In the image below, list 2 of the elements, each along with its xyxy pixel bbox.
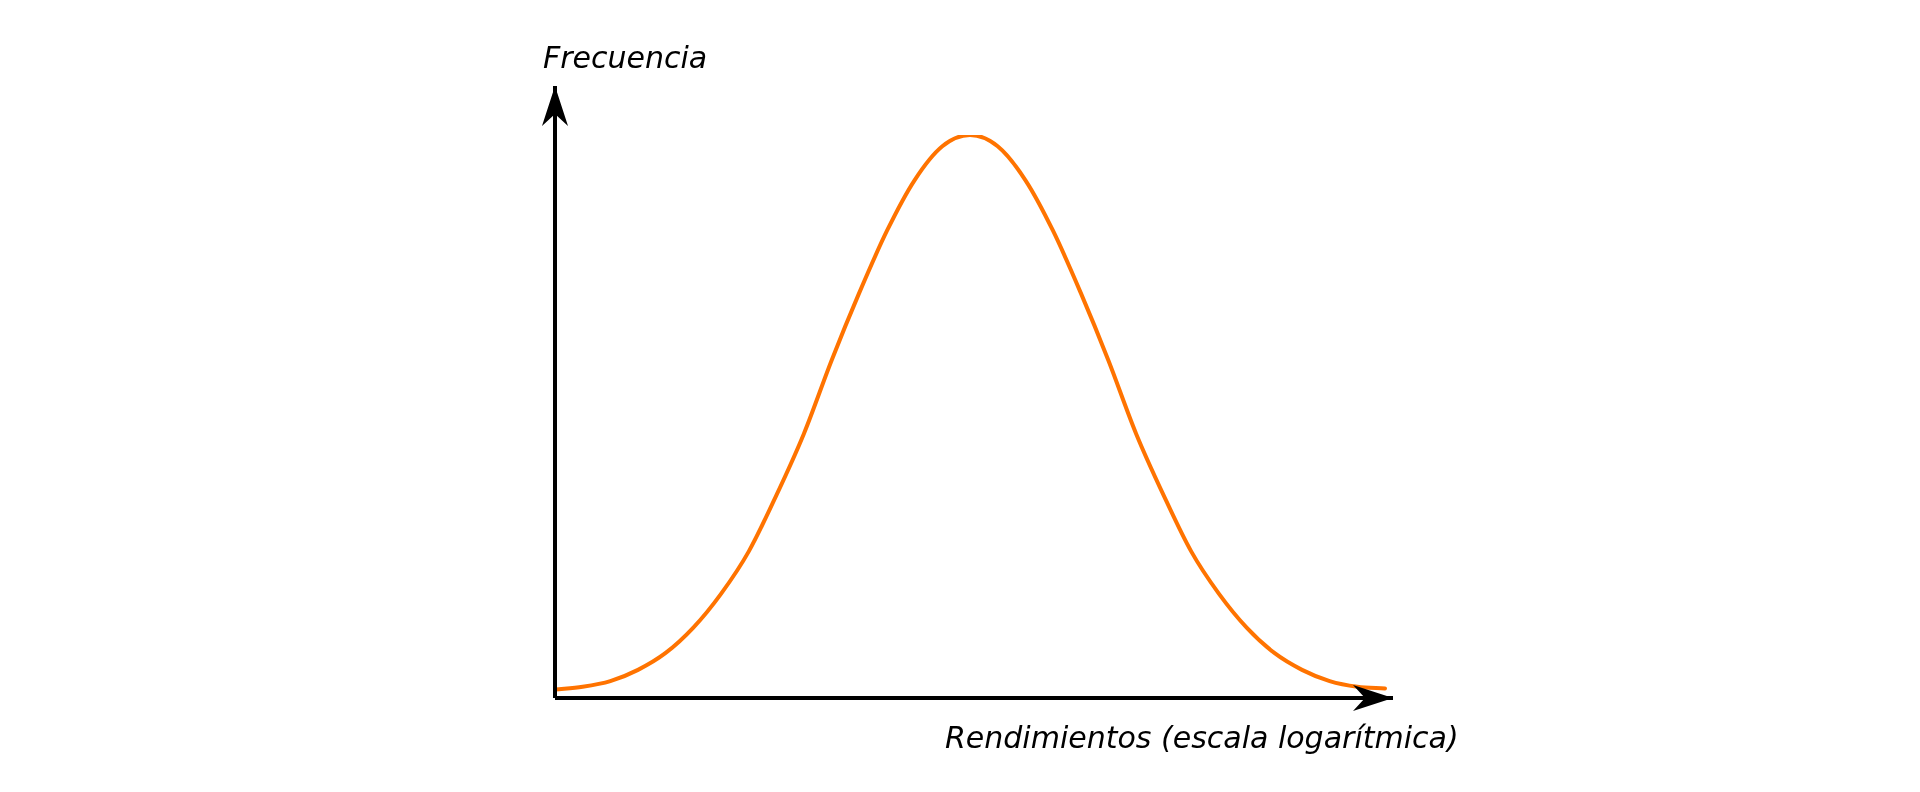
y-axis-title: Frecuencia bbox=[543, 40, 708, 75]
x-axis-title: Rendimientos (escala logarítmica) bbox=[945, 720, 1459, 755]
